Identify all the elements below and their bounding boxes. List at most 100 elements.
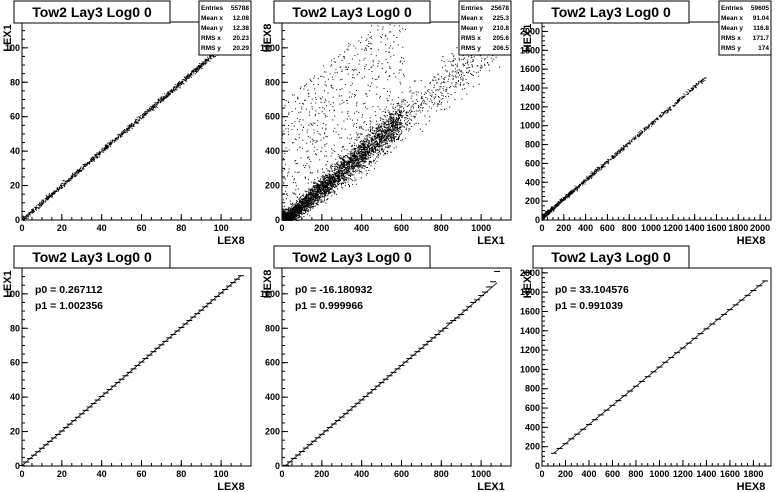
scatter-point <box>288 211 290 213</box>
scatter-point <box>378 127 380 128</box>
scatter-point <box>340 179 341 181</box>
scatter-point <box>327 198 329 200</box>
scatter-point <box>301 212 303 214</box>
scatter-point <box>385 142 387 144</box>
scatter-point <box>328 188 330 190</box>
scatter-point <box>292 212 294 214</box>
scatter-point <box>33 211 35 213</box>
scatter-point <box>182 79 184 81</box>
scatter-point <box>394 141 395 142</box>
scatter-point <box>386 132 388 134</box>
scatter-point <box>334 164 336 166</box>
scatter-point <box>463 75 465 76</box>
scatter-point <box>360 161 362 163</box>
scatter-point <box>417 91 419 93</box>
scatter-point <box>32 211 34 213</box>
scatter-point <box>439 100 441 102</box>
scatter-point <box>144 112 146 114</box>
scatter-point <box>459 84 461 86</box>
scatter-point <box>407 117 409 119</box>
scatter-point <box>172 91 174 93</box>
scatter-point <box>454 99 456 101</box>
scatter-point <box>319 187 321 188</box>
scatter-point <box>40 202 42 204</box>
scatter-point <box>420 111 422 113</box>
scatter-point <box>312 201 314 203</box>
scatter-point <box>304 206 305 207</box>
scatter-point <box>480 67 482 69</box>
scatter-point <box>355 179 357 181</box>
scatter-point <box>297 204 299 206</box>
scatter-point <box>151 109 153 111</box>
scatter-point <box>321 195 323 197</box>
scatter-point <box>380 141 382 142</box>
scatter-point <box>363 147 364 149</box>
scatter-point <box>209 60 211 62</box>
scatter-point <box>169 91 171 93</box>
x-tick-label: 600 <box>394 223 409 233</box>
scatter-point <box>413 115 415 117</box>
scatter-point <box>448 75 450 77</box>
scatter-point <box>337 181 339 182</box>
scatter-point <box>305 197 307 199</box>
scatter-point <box>431 94 433 96</box>
scatter-point <box>95 156 97 157</box>
scatter-point <box>385 140 387 142</box>
scatter-point <box>387 147 389 149</box>
scatter-point <box>57 188 59 190</box>
scatter-point <box>433 96 435 98</box>
x-tick-label: 40 <box>97 223 107 233</box>
scatter-point <box>368 150 370 152</box>
scatter-point <box>307 213 309 215</box>
scatter-point <box>420 98 422 100</box>
scatter-point <box>361 140 363 142</box>
scatter-point <box>315 197 317 199</box>
scatter-point <box>359 141 361 143</box>
scatter-point <box>440 91 442 93</box>
scatter-point <box>383 140 385 142</box>
scatter-point <box>390 134 392 135</box>
scatter-point <box>321 199 323 201</box>
scatter-point <box>68 181 70 183</box>
scatter-point <box>383 136 385 138</box>
scatter-point <box>309 203 311 204</box>
scatter-point <box>311 205 313 207</box>
scatter-point <box>53 193 55 195</box>
scatter-point <box>416 94 418 96</box>
scatter-point <box>295 212 297 214</box>
scatter-point <box>329 179 331 181</box>
scatter-point <box>44 201 46 203</box>
scatter-point <box>202 63 204 65</box>
scatter-point <box>371 150 373 152</box>
scatter-point <box>341 177 343 179</box>
scatter-point <box>388 118 390 120</box>
scatter-point <box>388 134 390 136</box>
scatter-point <box>420 80 422 82</box>
stats-value: 12.38 <box>233 25 250 32</box>
scatter-point <box>327 176 329 178</box>
scatter-point <box>360 146 362 148</box>
scatter-point <box>362 142 364 144</box>
scatter-point <box>479 66 481 68</box>
scatter-point <box>445 96 447 98</box>
scatter-point <box>35 207 37 208</box>
stats-label: Entries <box>201 5 223 12</box>
scatter-point <box>391 137 393 139</box>
scatter-point <box>77 171 79 173</box>
scatter-point <box>339 178 341 180</box>
scatter-point <box>393 115 395 117</box>
scatter-point <box>377 126 379 128</box>
scatter-point <box>130 126 132 128</box>
scatter-point <box>305 196 307 198</box>
scatter-point <box>460 82 462 84</box>
stats-label: Mean y <box>201 25 223 32</box>
scatter-point <box>350 173 352 175</box>
scatter-point <box>364 162 366 164</box>
scatter-point <box>448 87 450 89</box>
scatter-point <box>370 143 372 145</box>
scatter-point <box>328 179 330 181</box>
scatter-point <box>80 169 82 171</box>
scatter-point <box>386 132 388 133</box>
scatter-point <box>386 139 387 141</box>
scatter-point <box>385 138 387 139</box>
